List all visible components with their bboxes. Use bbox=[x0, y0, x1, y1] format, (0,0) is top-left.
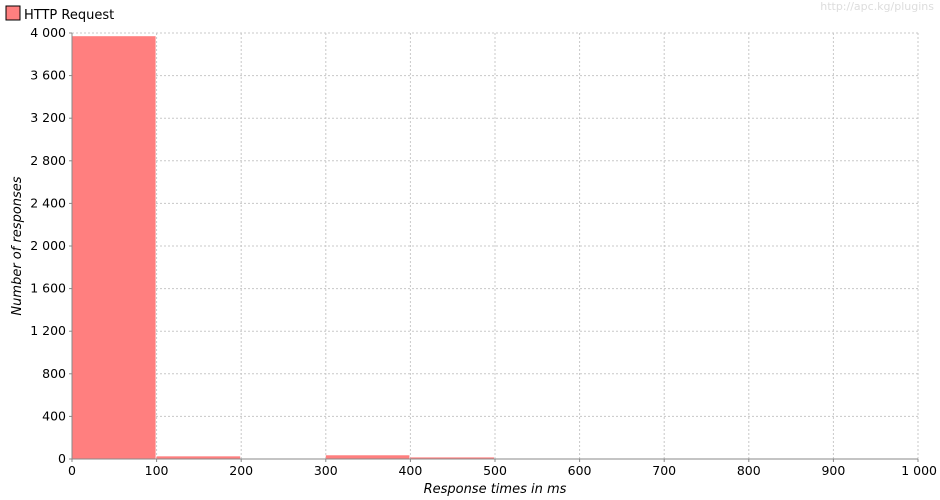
histogram-bar bbox=[156, 456, 241, 459]
y-tick-label: 2 000 bbox=[30, 238, 66, 253]
y-axis-title: Number of responses bbox=[10, 176, 25, 315]
x-tick-label: 1 000 bbox=[901, 463, 937, 478]
x-axis-ticks: 0 100 200 300 400 500 600 700 800 900 1 000 bbox=[68, 459, 937, 478]
y-tick-label: 800 bbox=[42, 366, 66, 381]
x-tick-label: 800 bbox=[737, 463, 761, 478]
y-tick-label: 3 200 bbox=[30, 110, 66, 125]
y-tick-label: 3 600 bbox=[30, 68, 66, 83]
y-tick-label: 2 800 bbox=[30, 153, 66, 168]
y-tick-label: 1 600 bbox=[30, 281, 66, 296]
x-tick-label: 300 bbox=[314, 463, 338, 478]
y-tick-label: 2 400 bbox=[30, 195, 66, 210]
bars bbox=[72, 36, 494, 459]
histogram-bar bbox=[325, 455, 410, 459]
x-tick-label: 200 bbox=[229, 463, 253, 478]
x-axis-title: Response times in ms bbox=[424, 482, 567, 497]
x-tick-label: 700 bbox=[652, 463, 676, 478]
legend-label: HTTP Request bbox=[24, 8, 114, 23]
y-tick-label: 1 200 bbox=[30, 323, 66, 338]
histogram-bar bbox=[410, 457, 494, 459]
legend-swatch bbox=[5, 5, 21, 21]
y-tick-label: 0 bbox=[58, 451, 66, 466]
y-tick-label: 4 000 bbox=[30, 25, 66, 40]
x-tick-label: 100 bbox=[145, 463, 169, 478]
x-tick-label: 0 bbox=[68, 463, 76, 478]
legend: HTTP Request bbox=[5, 5, 114, 23]
x-tick-label: 900 bbox=[821, 463, 845, 478]
grid-lines bbox=[72, 32, 919, 459]
x-tick-label: 600 bbox=[568, 463, 592, 478]
histogram-bar bbox=[72, 36, 156, 459]
y-axis-ticks: 0 400 800 1 200 1 600 2 000 2 400 2 800 3 200 3 6… bbox=[30, 25, 72, 466]
watermark-text: http://apc.kg/plugins bbox=[820, 0, 934, 13]
y-tick-label: 400 bbox=[42, 408, 66, 423]
x-tick-label: 500 bbox=[483, 463, 507, 478]
x-tick-label: 400 bbox=[398, 463, 422, 478]
